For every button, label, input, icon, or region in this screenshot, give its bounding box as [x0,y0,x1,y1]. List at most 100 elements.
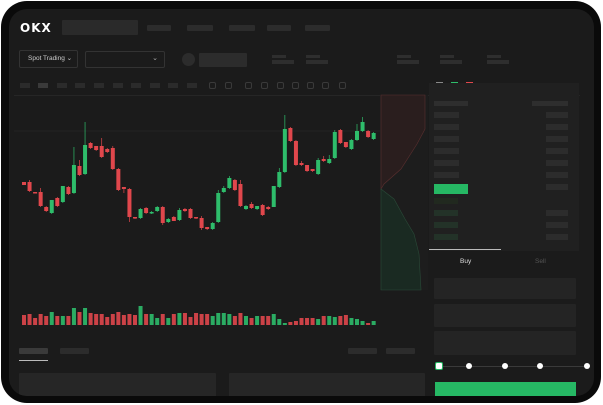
spot-trading-dropdown[interactable]: Spot Trading ⌄ [19,50,78,68]
amount-input[interactable] [434,304,576,327]
timeframe-button[interactable] [168,83,178,88]
volume-bar [182,313,187,325]
ask-amount [546,136,568,142]
filter-button[interactable] [348,348,377,354]
ask-price [434,148,459,154]
candle-body [338,130,343,143]
timeframe-button[interactable] [20,83,30,88]
candle-body [199,218,204,228]
timeframe-button[interactable] [150,83,160,88]
slider-step[interactable] [537,363,543,369]
stat-label [440,55,454,58]
candle-body [349,140,354,149]
ask-price [434,112,459,118]
ask-price [434,136,459,142]
volume-bar [238,313,243,325]
candle-body [327,159,332,163]
candle-body [77,166,82,175]
candle-body [210,223,215,229]
volume-bar [71,308,76,325]
candlestick-chart[interactable] [9,9,594,396]
trading-screen: OKX Spot Trading ⌄ ⌄ Buy Sell [9,9,594,396]
candle-body [282,129,287,172]
tab-order-history[interactable] [60,348,89,354]
bid-price [434,210,458,216]
candle-body [33,192,38,194]
spot-trading-label: Spot Trading [28,55,65,62]
nav-item[interactable] [187,25,213,31]
volume-bar [349,318,354,325]
pair-price [199,53,247,67]
divider [14,95,580,96]
slider-step[interactable] [502,363,508,369]
volume-bar [194,313,199,325]
nav-item[interactable] [305,25,330,31]
price-input[interactable] [434,278,576,299]
volume-bar [38,314,43,325]
candle-body [155,207,160,211]
volume-bar [94,314,99,325]
depth-asks-area [380,94,426,191]
stat-label [306,55,320,58]
percent-slider-track[interactable] [439,366,589,367]
fullscreen-icon[interactable] [339,82,346,89]
bid-amount [546,234,568,240]
timeframe-button[interactable] [75,83,85,88]
nav-item[interactable] [147,25,171,31]
slider-step[interactable] [584,363,590,369]
camera-icon[interactable] [307,82,314,89]
candle-body [99,146,104,157]
volume-bar [310,318,315,325]
buy-tab[interactable]: Buy [460,258,472,265]
timeframe-button[interactable] [131,83,141,88]
line-icon[interactable] [209,82,216,89]
timeframe-button[interactable] [187,83,197,88]
filter-button[interactable] [386,348,415,354]
indicator-icon[interactable] [245,82,252,89]
ask-amount [546,124,568,130]
volume-bar [110,314,115,325]
tab-open-orders[interactable] [19,348,48,354]
search-bar[interactable] [62,20,138,35]
chevron-down-icon[interactable] [261,82,268,89]
candle-body [138,209,143,218]
candle-body [244,206,248,209]
sell-tab[interactable]: Sell [535,258,546,265]
nav-item[interactable] [229,25,255,31]
volume-bar [160,314,165,325]
candle-body [277,172,282,187]
timeframe-button[interactable] [94,83,104,88]
slider-step[interactable] [466,363,472,369]
stat-label [487,55,501,58]
nav-item[interactable] [267,25,291,31]
stat-value [487,60,509,64]
ask-amount [546,148,568,154]
volume-bar [305,318,310,325]
wave-icon[interactable] [277,82,284,89]
buy-button[interactable] [435,382,576,396]
volume-bar [316,319,321,325]
chevron-down-icon: ⌄ [152,55,158,62]
coin-icon [182,53,195,66]
timeframe-button[interactable] [113,83,123,88]
candle-body [49,200,54,213]
bottom-panel-right [229,373,425,396]
candle-body [88,143,93,148]
candle-body [188,209,193,218]
volume-bar [33,318,38,325]
candle-body [38,192,43,206]
settings-icon[interactable] [322,82,329,89]
ruler-icon[interactable] [292,82,299,89]
volume-bar [255,316,260,325]
candle-body [288,128,293,141]
slider-handle[interactable] [435,362,443,370]
volume-bar [199,314,204,325]
timeframe-button[interactable] [38,83,48,88]
pair-dropdown[interactable]: ⌄ [85,51,165,68]
total-input[interactable] [434,331,576,355]
candle-body [366,131,371,137]
candle-body [27,182,32,191]
timeframe-button[interactable] [57,83,67,88]
chevron-down-icon[interactable] [225,82,232,89]
volume-bar [66,316,71,325]
